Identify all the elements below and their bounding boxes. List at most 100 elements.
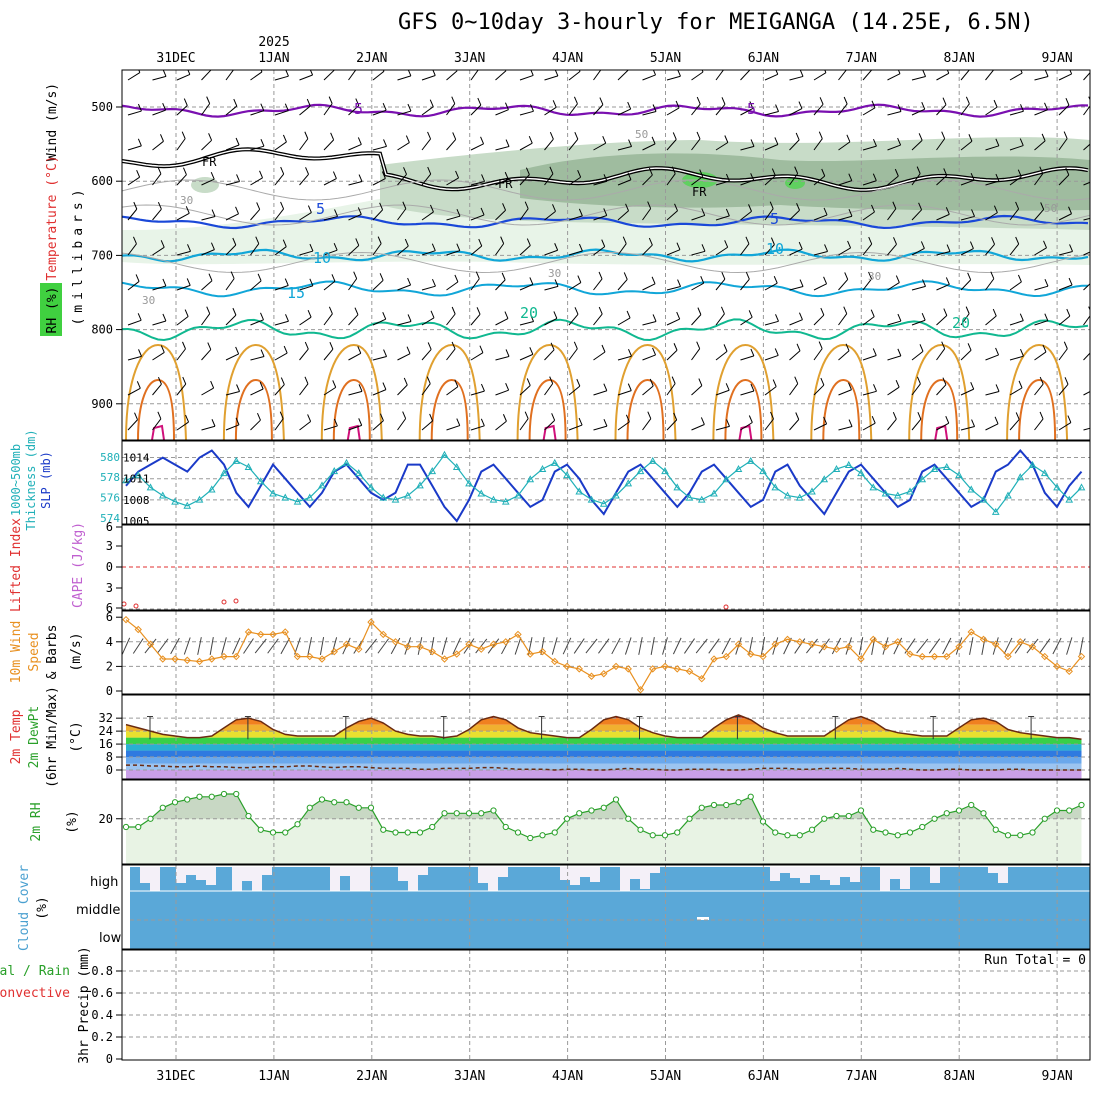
t2-frame: [121, 694, 1091, 780]
upper-wind-barb-flag: [1063, 341, 1068, 349]
upper-wind-barb-flag: [968, 134, 973, 142]
upper-wind-barb: [593, 214, 607, 221]
upper-wind-barb-flag: [280, 166, 285, 175]
upper-wind-barb: [1083, 105, 1090, 116]
upper-wind-barb-flag: [480, 418, 485, 427]
upper-wind-barb-flag: [334, 209, 338, 217]
rh2m-point: [331, 799, 338, 806]
upper-wind-barb-flag: [871, 204, 875, 213]
upper-wind-barb: [176, 348, 186, 361]
wind10-speed-point: [367, 618, 375, 626]
upper-wind-barb: [1009, 176, 1022, 186]
rh2m-point: [882, 829, 889, 836]
upper-wind-barb-flag: [357, 137, 362, 145]
upper-wind-barb-flag: [407, 277, 412, 286]
upper-wind-barb: [593, 390, 607, 396]
cloud-high-gap: [418, 867, 428, 875]
upper-wind-barb-flag: [260, 138, 265, 147]
cloud-low-label: low: [99, 931, 122, 946]
upper-wind-barb-flag: [355, 238, 360, 246]
wind10-barb: [611, 637, 621, 655]
upper-wind-barb-flag: [726, 419, 730, 427]
contour-label: 15: [287, 284, 305, 302]
thickness-point: [538, 464, 547, 473]
upper-wind-barb: [593, 351, 606, 361]
upper-wind-barb-flag: [552, 204, 556, 212]
warm-contour-outer: [614, 343, 677, 440]
top-date-label: 1JAN: [258, 51, 289, 66]
upper-wind-barb: [691, 71, 704, 81]
upper-wind-barb: [1034, 109, 1048, 116]
upper-wind-barb: [299, 105, 311, 116]
upper-wind-barb-flag: [769, 201, 774, 209]
upper-wind-barb: [764, 244, 775, 256]
cloud-high-gap: [570, 867, 580, 885]
upper-wind-barb-flag: [379, 202, 384, 211]
warm-contour-inner: [137, 378, 175, 440]
upper-wind-barb-flag: [942, 377, 947, 385]
upper-wind-barb: [740, 278, 750, 291]
rh2m-point: [600, 804, 607, 811]
upper-wind-barb-flag: [799, 279, 804, 287]
upper-wind-barb-flag: [628, 349, 632, 357]
upper-wind-barb-flag: [721, 271, 726, 280]
rh2m-point: [563, 815, 571, 822]
upper-wind-barb-flag: [309, 278, 314, 287]
upper-wind-barb: [250, 71, 263, 81]
wind10-barb: [942, 637, 952, 655]
upper-wind-barb: [666, 286, 681, 291]
upper-wind-barb: [960, 70, 970, 81]
wind10-speed-point: [685, 667, 694, 676]
upper-wind-barb: [813, 214, 828, 221]
upper-wind-barb-flag: [379, 413, 384, 421]
upper-wind-barb-flag: [919, 344, 924, 352]
upper-wind-barb: [617, 421, 630, 431]
upper-wind-barb-flag: [530, 104, 534, 112]
wind10-barb: [551, 637, 558, 655]
upper-wind-barb-flag: [505, 382, 510, 391]
wind10-barb: [928, 638, 941, 654]
upper-wind-barb: [1034, 209, 1045, 221]
upper-wind-barb-flag: [353, 271, 358, 279]
wind10-speed-point: [220, 652, 228, 661]
thickness-point: [195, 495, 204, 503]
rh2m-point: [649, 832, 656, 839]
wind10-speed-point: [342, 640, 351, 648]
upper-wind-barb-flag: [897, 137, 902, 146]
upper-wind-barb: [495, 389, 509, 396]
upper-wind-barb: [201, 387, 214, 396]
upper-wind-barb: [789, 209, 800, 221]
upper-wind-barb-flag: [673, 343, 678, 351]
upper-wind-barb: [127, 176, 140, 186]
upper-wind-barb-flag: [941, 131, 946, 139]
wind10-speed-point: [1065, 667, 1073, 676]
upper-wind-barb-flag: [504, 102, 509, 110]
upper-wind-barb: [1034, 351, 1047, 361]
precip-frame: [121, 949, 1091, 1061]
upper-wind-barb-flag: [305, 167, 310, 175]
rh2m-point: [576, 810, 583, 817]
upper-wind-barb-flag: [845, 343, 850, 351]
wind10-speed-point: [992, 640, 1000, 648]
upper-wind-barb-flag: [750, 173, 755, 181]
thickness-point: [893, 491, 902, 499]
upper-wind-barb: [568, 313, 579, 326]
upper-wind-barb-flag: [307, 414, 312, 422]
wind10-barb: [760, 637, 766, 655]
upper-wind-barb: [397, 284, 411, 291]
upper-wind-barb: [691, 348, 701, 361]
upper-wind-barb-flag: [236, 174, 241, 182]
precip-label-b: Convective: [0, 986, 70, 1001]
upper-wind-barb: [470, 352, 484, 361]
upper-wind-barb: [470, 70, 479, 81]
upper-wind-barb: [568, 282, 582, 291]
upper-wind-barb: [740, 390, 755, 396]
upper-wind-barb-flag: [551, 413, 556, 421]
cloud-high-gap: [830, 867, 840, 885]
contour-label: 5: [770, 210, 779, 228]
upper-wind-barb-flag: [403, 377, 408, 386]
rh2m-point: [588, 807, 595, 814]
wind10-barb: [404, 637, 412, 655]
upper-wind-barb: [813, 72, 827, 81]
upper-wind-barb: [225, 278, 235, 291]
